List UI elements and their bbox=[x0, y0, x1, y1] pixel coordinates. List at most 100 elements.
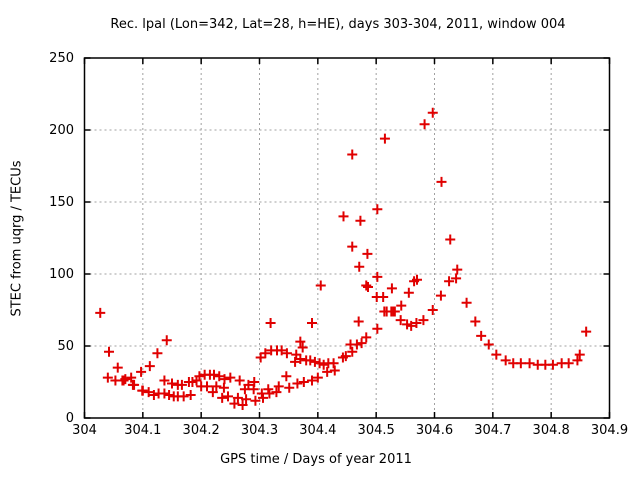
data-point-marker bbox=[95, 307, 106, 318]
data-point-marker bbox=[217, 392, 228, 403]
data-point-marker bbox=[500, 355, 511, 366]
data-point-marker bbox=[363, 281, 373, 292]
data-point-marker bbox=[234, 375, 245, 386]
data-point-marker bbox=[229, 398, 240, 409]
data-point-marker bbox=[250, 395, 261, 406]
data-point-marker bbox=[290, 356, 301, 367]
x-tick-label: 304.9 bbox=[591, 423, 628, 438]
data-point-marker bbox=[185, 389, 196, 400]
data-point-marker bbox=[161, 335, 172, 346]
data-point-marker bbox=[136, 366, 147, 377]
data-point-marker bbox=[395, 315, 406, 326]
data-point-marker bbox=[265, 317, 276, 328]
data-point-marker bbox=[451, 273, 462, 284]
data-point-marker bbox=[351, 339, 362, 350]
data-point-marker bbox=[260, 348, 271, 359]
y-tick-label: 50 bbox=[57, 339, 74, 354]
data-point-marker bbox=[372, 323, 383, 334]
plot-border bbox=[83, 57, 611, 419]
data-point-marker bbox=[209, 369, 219, 380]
data-point-marker bbox=[307, 375, 317, 386]
data-point-marker bbox=[258, 392, 268, 403]
y-tick-label: 200 bbox=[49, 123, 74, 138]
x-tick-label: 304.7 bbox=[474, 423, 511, 438]
data-point-marker bbox=[491, 349, 502, 360]
data-point-marker bbox=[389, 306, 400, 317]
data-point-marker bbox=[412, 274, 422, 285]
data-point-marker bbox=[315, 280, 326, 291]
data-point-marker bbox=[372, 271, 383, 282]
data-point-marker bbox=[435, 290, 446, 301]
data-point-marker bbox=[418, 315, 429, 326]
data-point-marker bbox=[354, 261, 365, 272]
data-point-marker bbox=[362, 248, 373, 259]
data-point-marker bbox=[237, 400, 248, 411]
data-point-marker bbox=[309, 356, 320, 367]
data-point-marker bbox=[295, 353, 306, 364]
data-point-marker bbox=[355, 215, 366, 226]
data-point-marker bbox=[148, 389, 159, 400]
data-point-marker bbox=[219, 374, 230, 385]
data-point-marker bbox=[427, 107, 438, 118]
data-point-marker bbox=[411, 317, 422, 328]
data-point-marker bbox=[403, 287, 414, 298]
data-point-marker bbox=[572, 355, 583, 366]
data-point-marker bbox=[581, 326, 592, 337]
data-point-marker bbox=[347, 346, 358, 357]
x-tick-label: 304 bbox=[72, 423, 97, 438]
data-point-marker bbox=[284, 382, 295, 393]
data-point-marker bbox=[281, 348, 292, 359]
data-point-marker bbox=[202, 381, 212, 392]
x-tick-label: 304.5 bbox=[358, 423, 395, 438]
data-point-marker bbox=[444, 276, 455, 287]
data-point-marker bbox=[297, 342, 308, 353]
data-point-marker bbox=[378, 292, 389, 303]
data-point-marker bbox=[452, 264, 463, 275]
data-point-marker bbox=[361, 332, 372, 343]
x-tick-label: 304.4 bbox=[299, 423, 336, 438]
data-point-marker bbox=[176, 379, 187, 390]
data-point-marker bbox=[524, 358, 535, 369]
data-point-marker bbox=[338, 211, 349, 222]
data-point-marker bbox=[353, 316, 364, 327]
data-point-marker bbox=[470, 316, 481, 327]
data-point-marker bbox=[102, 372, 113, 383]
y-tick-label: 0 bbox=[66, 411, 74, 426]
data-point-marker bbox=[372, 204, 383, 215]
x-axis-label: GPS time / Days of year 2011 bbox=[220, 452, 412, 467]
data-point-marker bbox=[563, 358, 574, 369]
data-point-marker bbox=[329, 365, 340, 376]
data-point-marker bbox=[118, 375, 129, 386]
data-point-marker bbox=[347, 241, 358, 252]
data-point-marker bbox=[386, 283, 397, 294]
data-point-marker bbox=[379, 133, 390, 144]
data-point-marker bbox=[225, 372, 236, 383]
data-point-marker bbox=[574, 349, 585, 360]
data-point-marker bbox=[137, 385, 148, 396]
data-point-marker bbox=[347, 149, 358, 160]
data-point-marker bbox=[436, 176, 447, 187]
x-tick-label: 304.2 bbox=[183, 423, 220, 438]
data-point-marker bbox=[312, 372, 323, 383]
data-point-marker bbox=[461, 297, 472, 308]
data-point-marker bbox=[298, 377, 309, 387]
data-point-marker bbox=[361, 280, 372, 291]
data-point-marker bbox=[273, 381, 284, 392]
data-point-marker bbox=[340, 351, 351, 362]
data-point-marker bbox=[243, 379, 254, 390]
data-point-marker bbox=[194, 371, 205, 382]
data-point-marker bbox=[515, 358, 526, 369]
data-point-marker bbox=[207, 387, 218, 398]
data-point-marker bbox=[120, 374, 131, 385]
x-tick-label: 304.8 bbox=[533, 423, 570, 438]
data-point-marker bbox=[305, 355, 316, 366]
data-point-marker bbox=[276, 345, 287, 356]
data-point-marker bbox=[178, 391, 189, 402]
x-tick-label: 304.1 bbox=[124, 423, 161, 438]
data-point-marker bbox=[104, 346, 114, 357]
data-point-marker bbox=[164, 389, 175, 400]
data-point-marker bbox=[295, 336, 306, 347]
y-tick-label: 100 bbox=[49, 267, 74, 282]
data-point-marker bbox=[249, 377, 260, 387]
